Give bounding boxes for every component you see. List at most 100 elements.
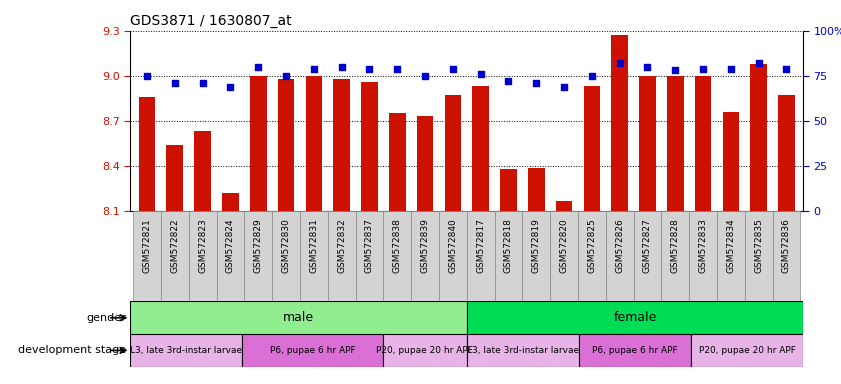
Text: GSM572831: GSM572831 [309,218,319,273]
Bar [467,334,579,367]
Text: P20, pupae 20 hr APF: P20, pupae 20 hr APF [376,346,473,355]
Point [168,80,182,86]
Bar [579,334,691,367]
Bar [717,211,745,301]
Bar [528,167,545,211]
Text: GSM572833: GSM572833 [699,218,707,273]
Text: GSM572840: GSM572840 [448,218,458,273]
Point [669,67,682,73]
Bar [606,211,633,301]
Bar [167,145,183,211]
Bar [416,116,433,211]
Bar [778,95,795,211]
Text: GSM572823: GSM572823 [198,218,207,273]
Bar [250,76,267,211]
Point [752,60,765,66]
Text: female: female [613,311,657,324]
Bar [584,86,600,211]
Text: P20, pupae 20 hr APF: P20, pupae 20 hr APF [699,346,796,355]
Bar [278,79,294,211]
Point [390,66,404,72]
Point [362,66,376,72]
Bar [500,169,517,211]
Point [307,66,320,72]
Point [474,71,488,77]
Bar [639,76,656,211]
Bar [216,211,245,301]
Point [418,73,431,79]
Bar [445,95,461,211]
Bar [439,211,467,301]
Bar [745,211,773,301]
Bar [773,211,801,301]
Text: GSM572817: GSM572817 [476,218,485,273]
Point [196,80,209,86]
Bar [661,211,689,301]
Bar [383,334,467,367]
Text: GSM572822: GSM572822 [171,218,179,273]
Bar [356,211,383,301]
Point [446,66,459,72]
Bar [194,131,211,211]
Text: GSM572818: GSM572818 [504,218,513,273]
Bar [691,334,803,367]
Point [558,84,571,90]
Bar [305,76,322,211]
Bar [245,211,272,301]
Text: GSM572821: GSM572821 [142,218,151,273]
Text: GSM572825: GSM572825 [587,218,596,273]
Text: GSM572820: GSM572820 [559,218,569,273]
Point [224,84,237,90]
Bar [161,211,188,301]
Bar [333,79,350,211]
Bar [495,211,522,301]
Text: GSM572834: GSM572834 [727,218,735,273]
Bar [550,211,578,301]
Bar [130,334,242,367]
Point [279,73,293,79]
Bar [695,76,711,211]
Bar [633,211,661,301]
Bar [361,82,378,211]
Bar [467,301,803,334]
Text: P6, pupae 6 hr APF: P6, pupae 6 hr APF [592,346,678,355]
Text: GSM572819: GSM572819 [532,218,541,273]
Bar [188,211,216,301]
Bar [389,113,405,211]
Point [585,73,599,79]
Point [641,64,654,70]
Text: L3, late 3rd-instar larvae: L3, late 3rd-instar larvae [130,346,242,355]
Bar [522,211,550,301]
Bar [722,112,739,211]
Text: male: male [283,311,315,324]
Point [140,73,154,79]
Bar [222,193,239,211]
Bar [750,64,767,211]
Bar [139,97,156,211]
Text: GSM572838: GSM572838 [393,218,402,273]
Bar [300,211,328,301]
Bar [689,211,717,301]
Point [613,60,627,66]
Bar [578,211,606,301]
Point [530,80,543,86]
Text: development stage: development stage [18,345,126,356]
Bar [556,201,573,211]
Bar [467,211,495,301]
Point [335,64,348,70]
Point [724,66,738,72]
Bar [667,76,684,211]
Bar [611,35,628,211]
Point [696,66,710,72]
Text: GSM572829: GSM572829 [254,218,262,273]
Bar [473,86,489,211]
Bar [383,211,411,301]
Text: GSM572835: GSM572835 [754,218,763,273]
Text: L3, late 3rd-instar larvae: L3, late 3rd-instar larvae [467,346,579,355]
Text: GSM572836: GSM572836 [782,218,791,273]
Text: GSM572839: GSM572839 [420,218,430,273]
Bar [242,334,383,367]
Bar [133,211,161,301]
Text: GSM572824: GSM572824 [226,218,235,273]
Bar [328,211,356,301]
